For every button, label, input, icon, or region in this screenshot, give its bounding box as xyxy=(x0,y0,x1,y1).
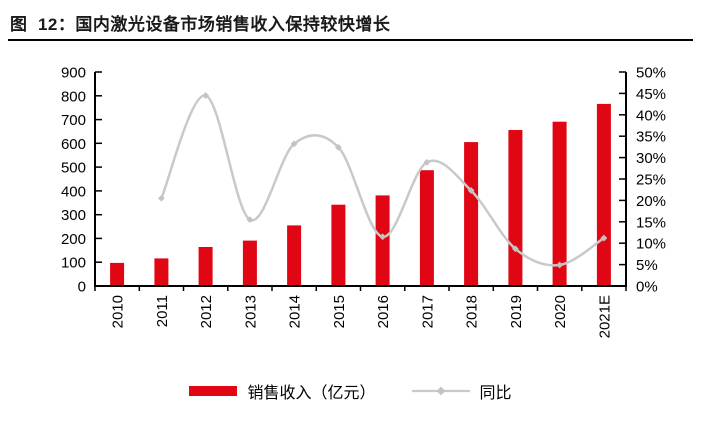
bar-2021E xyxy=(596,103,611,287)
left-axis-tick-label: 900 xyxy=(61,65,86,82)
yoy-marker xyxy=(379,233,387,241)
x-axis-category-label: 2011 xyxy=(154,295,171,327)
bar-2020 xyxy=(552,121,567,286)
figure-title: 图 12：国内激光设备市场销售收入保持较快增长 xyxy=(10,10,390,35)
x-axis-category-label: 2014 xyxy=(287,295,304,328)
right-axis-tick-label: 5% xyxy=(636,257,658,274)
right-axis-tick-label: 0% xyxy=(636,279,658,296)
x-axis-category-label: 2013 xyxy=(242,295,259,328)
left-axis-tick-label: 400 xyxy=(61,183,86,200)
right-axis-tick-label: 15% xyxy=(636,214,666,231)
yoy-marker xyxy=(423,158,431,166)
chart-legend: 销售收入（亿元） 同比 xyxy=(0,379,701,403)
legend-label-yoy: 同比 xyxy=(479,385,512,402)
x-axis-category-label: 2012 xyxy=(198,295,215,328)
yoy-marker xyxy=(334,143,342,151)
x-axis-category-label: 2010 xyxy=(110,295,127,328)
yoy-marker xyxy=(157,194,165,202)
yoy-marker xyxy=(246,216,254,224)
legend-diamond-marker-icon xyxy=(436,386,445,396)
bar-2019 xyxy=(508,130,523,286)
bar-2012 xyxy=(198,247,213,286)
bar-2015 xyxy=(331,204,346,286)
right-axis-tick-label: 40% xyxy=(636,107,666,124)
x-axis-category-label: 2015 xyxy=(331,295,348,328)
bar-2011 xyxy=(154,258,169,286)
left-axis-tick-label: 300 xyxy=(61,207,86,224)
bar-series-swatch xyxy=(189,386,238,396)
yoy-marker xyxy=(511,245,519,253)
right-axis-tick-label: 20% xyxy=(636,193,666,210)
left-axis-tick-label: 200 xyxy=(61,231,86,248)
yoy-marker xyxy=(467,187,475,194)
left-axis-tick-label: 600 xyxy=(61,136,86,153)
x-axis-category-label: 2021E xyxy=(596,295,613,338)
bar-2017 xyxy=(419,170,434,286)
figure-title-text: 国内激光设备市场销售收入保持较快增长 xyxy=(75,15,391,34)
legend-item-yoy: 同比 xyxy=(411,379,512,403)
right-axis-tick-label: 30% xyxy=(636,150,666,167)
left-axis-tick-label: 0 xyxy=(78,279,86,296)
figure-number-label: 图 12： xyxy=(10,15,76,34)
legend-item-revenue: 销售收入（亿元） xyxy=(189,379,376,403)
left-axis-tick-label: 500 xyxy=(61,160,86,177)
yoy-marker xyxy=(556,261,564,269)
bar-2016 xyxy=(375,195,390,286)
left-axis-tick-label: 700 xyxy=(61,112,86,129)
bar-2014 xyxy=(287,225,302,286)
bar-2013 xyxy=(242,240,257,286)
left-axis-tick-label: 800 xyxy=(61,88,86,105)
x-axis-category-label: 2016 xyxy=(375,295,392,328)
right-axis-tick-label: 50% xyxy=(636,65,666,82)
x-axis-category-label: 2019 xyxy=(508,295,525,328)
title-underline xyxy=(8,39,693,41)
yoy-marker xyxy=(290,140,298,148)
bar-2010 xyxy=(110,262,125,286)
legend-label-revenue: 销售收入（亿元） xyxy=(247,385,376,402)
x-axis-category-label: 2018 xyxy=(464,295,481,328)
right-axis-tick-label: 25% xyxy=(636,172,666,189)
bar-2018 xyxy=(464,142,479,286)
line-series-swatch xyxy=(411,386,470,396)
x-axis-category-label: 2020 xyxy=(552,295,569,328)
left-axis-tick-label: 100 xyxy=(61,255,86,272)
right-axis-tick-label: 45% xyxy=(636,86,666,103)
right-axis-tick-label: 35% xyxy=(636,129,666,146)
right-axis-tick-label: 10% xyxy=(636,236,666,253)
yoy-marker xyxy=(600,234,608,242)
x-axis-category-label: 2017 xyxy=(419,295,436,328)
chart-svg: 900 800 700 600 500 400 300 200 100 0 50% 45% 40% 35%… xyxy=(61,65,666,339)
